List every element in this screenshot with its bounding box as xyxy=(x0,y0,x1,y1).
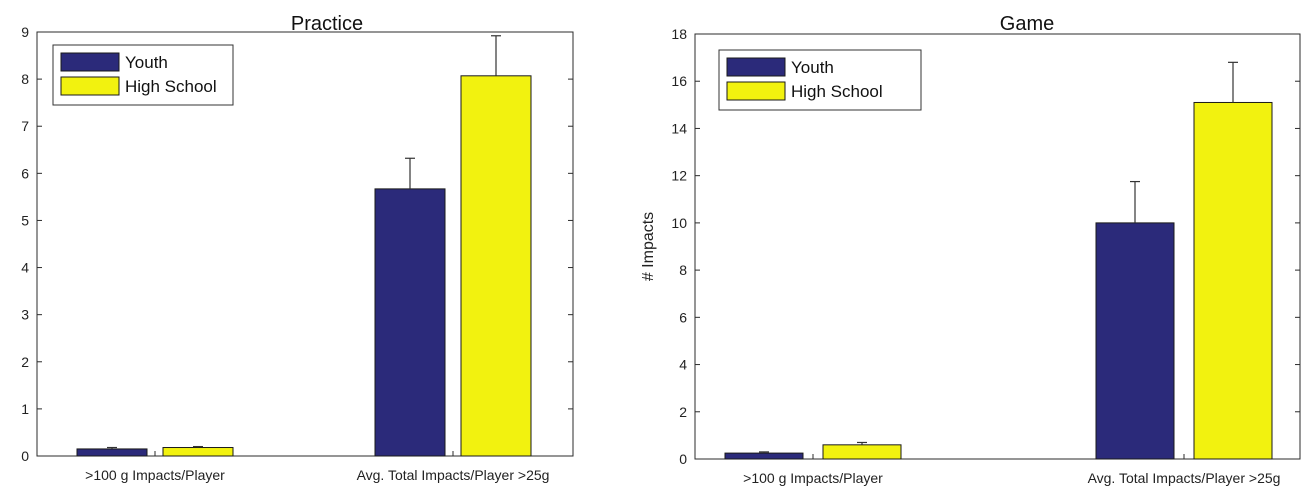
y-tick-label: 9 xyxy=(21,24,29,40)
legend-swatch xyxy=(60,52,120,72)
x-tick-label: Avg. Total Impacts/Player >25g xyxy=(357,467,550,483)
y-tick-label: 4 xyxy=(679,357,687,373)
legend-label: High School xyxy=(791,82,883,101)
bar-high-school xyxy=(1193,101,1273,460)
y-tick-label: 2 xyxy=(21,354,29,370)
x-tick-label: >100 g Impacts/Player xyxy=(743,470,883,486)
y-tick-label: 6 xyxy=(679,309,687,325)
bar-high-school xyxy=(460,75,532,457)
y-tick-label: 3 xyxy=(21,307,29,323)
legend-swatch xyxy=(60,76,120,96)
legend-label: Youth xyxy=(125,53,168,72)
y-tick-label: 10 xyxy=(671,215,687,231)
y-tick-label: 0 xyxy=(21,448,29,464)
y-tick-label: 8 xyxy=(679,262,687,278)
y-axis-label: # Impacts xyxy=(640,212,657,281)
legend-label: High School xyxy=(125,77,217,96)
y-tick-label: 14 xyxy=(671,120,687,136)
bar-youth xyxy=(374,188,446,457)
chart-0: Practice 0 1 2 3 4 5 6 7 8 9 >100 g Impacts/Player A… xyxy=(21,13,574,483)
x-tick-label: Avg. Total Impacts/Player >25g xyxy=(1088,470,1281,486)
legend-swatch xyxy=(726,57,786,77)
x-tick-label: >100 g Impacts/Player xyxy=(85,467,225,483)
bar-high-school xyxy=(162,447,234,457)
y-tick-label: 1 xyxy=(21,401,29,417)
axes-frame xyxy=(694,33,1301,460)
axes-frame xyxy=(36,31,574,457)
y-tick-label: 8 xyxy=(21,71,29,87)
y-tick-label: 2 xyxy=(679,404,687,420)
legend-swatch xyxy=(726,81,786,101)
y-tick-label: 18 xyxy=(671,26,687,42)
y-tick-label: 7 xyxy=(21,118,29,134)
y-tick-label: 4 xyxy=(21,260,29,276)
chart-1: Game 0 2 4 6 8 10 12 14 16 18 # Impacts >100 g Impac… xyxy=(640,13,1301,486)
chart-title: Game xyxy=(1000,13,1054,35)
y-tick-label: 12 xyxy=(671,168,687,184)
y-tick-label: 16 xyxy=(671,73,687,89)
y-tick-label: 6 xyxy=(21,165,29,181)
chart-title: Practice xyxy=(291,13,363,35)
bar-youth xyxy=(724,452,804,460)
bar-youth xyxy=(1095,222,1175,460)
y-tick-label: 5 xyxy=(21,212,29,228)
bar-youth xyxy=(76,448,148,457)
legend-label: Youth xyxy=(791,58,834,77)
bar-high-school xyxy=(822,444,902,460)
y-tick-label: 0 xyxy=(679,451,687,467)
